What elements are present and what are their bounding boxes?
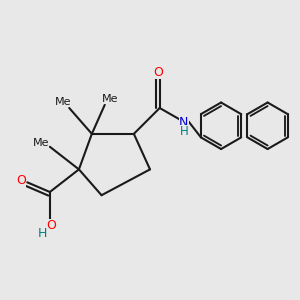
Text: O: O [153, 66, 163, 79]
Text: Me: Me [55, 97, 71, 107]
Text: O: O [16, 174, 26, 187]
Text: H: H [179, 125, 188, 138]
Text: H: H [38, 227, 47, 240]
Text: Me: Me [33, 138, 49, 148]
Text: Me: Me [102, 94, 119, 104]
Text: N: N [179, 116, 189, 129]
Text: O: O [46, 219, 56, 232]
